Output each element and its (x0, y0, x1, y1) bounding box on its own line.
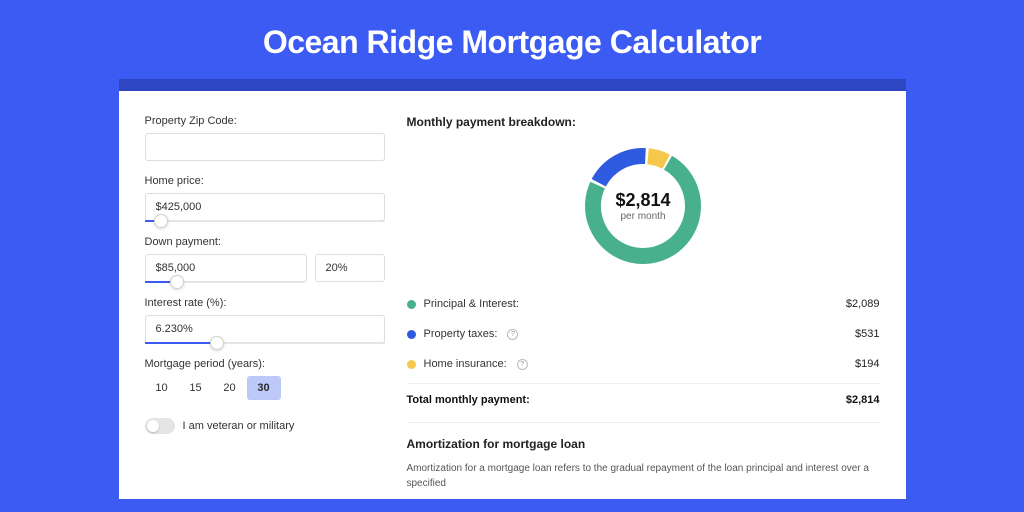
down-slider-thumb[interactable] (170, 275, 184, 289)
amortization-title: Amortization for mortgage loan (407, 437, 880, 451)
calculator-card: Property Zip Code: Home price: Down paym… (119, 79, 906, 499)
legend-row: Home insurance:? $194 (407, 349, 880, 379)
veteran-toggle-knob (147, 420, 159, 432)
veteran-row: I am veteran or military (145, 418, 385, 434)
period-field: Mortgage period (years): 10152030 (145, 358, 385, 400)
breakdown-panel: Monthly payment breakdown: $2,814 per mo… (407, 115, 880, 499)
price-slider[interactable] (145, 220, 385, 222)
donut-center: $2,814 per month (578, 141, 708, 271)
veteran-label: I am veteran or military (183, 420, 295, 432)
legend-dot-icon (407, 330, 416, 339)
legend-value: $194 (855, 358, 879, 370)
divider (407, 422, 880, 423)
legend-dot-icon (407, 300, 416, 309)
rate-slider-fill (145, 342, 217, 344)
zip-label: Property Zip Code: (145, 115, 385, 127)
form-panel: Property Zip Code: Home price: Down paym… (145, 115, 385, 499)
rate-label: Interest rate (%): (145, 297, 385, 309)
total-row: Total monthly payment: $2,814 (407, 383, 880, 420)
period-button-20[interactable]: 20 (213, 376, 247, 400)
veteran-toggle[interactable] (145, 418, 175, 434)
price-label: Home price: (145, 175, 385, 187)
amortization-text: Amortization for a mortgage loan refers … (407, 461, 880, 491)
zip-field: Property Zip Code: (145, 115, 385, 161)
rate-slider[interactable] (145, 342, 385, 344)
donut-chart: $2,814 per month (578, 141, 708, 271)
rate-input[interactable] (145, 315, 385, 343)
legend-label: Home insurance: (424, 358, 507, 370)
period-button-10[interactable]: 10 (145, 376, 179, 400)
legend-row: Principal & Interest: $2,089 (407, 289, 880, 319)
down-percent-input[interactable] (315, 254, 385, 282)
down-field: Down payment: (145, 236, 385, 283)
price-field: Home price: (145, 175, 385, 222)
price-input[interactable] (145, 193, 385, 221)
legend-value: $2,089 (846, 298, 880, 310)
legend-label: Principal & Interest: (424, 298, 519, 310)
breakdown-title: Monthly payment breakdown: (407, 115, 880, 129)
rate-field: Interest rate (%): (145, 297, 385, 344)
total-label: Total monthly payment: (407, 394, 530, 406)
total-value: $2,814 (846, 394, 880, 406)
period-button-15[interactable]: 15 (179, 376, 213, 400)
down-amount-input[interactable] (145, 254, 307, 282)
period-buttons: 10152030 (145, 376, 385, 400)
down-slider[interactable] (145, 281, 305, 283)
donut-amount: $2,814 (615, 190, 670, 211)
legend-value: $531 (855, 328, 879, 340)
period-button-30[interactable]: 30 (247, 376, 281, 400)
period-label: Mortgage period (years): (145, 358, 385, 370)
donut-wrap: $2,814 per month (407, 141, 880, 271)
info-icon[interactable]: ? (517, 359, 528, 370)
page-title: Ocean Ridge Mortgage Calculator (0, 0, 1024, 79)
donut-sub: per month (620, 211, 665, 222)
down-label: Down payment: (145, 236, 385, 248)
rate-slider-thumb[interactable] (210, 336, 224, 350)
info-icon[interactable]: ? (507, 329, 518, 340)
legend-label: Property taxes: (424, 328, 498, 340)
legend-dot-icon (407, 360, 416, 369)
price-slider-thumb[interactable] (154, 214, 168, 228)
legend-row: Property taxes:? $531 (407, 319, 880, 349)
zip-input[interactable] (145, 133, 385, 161)
